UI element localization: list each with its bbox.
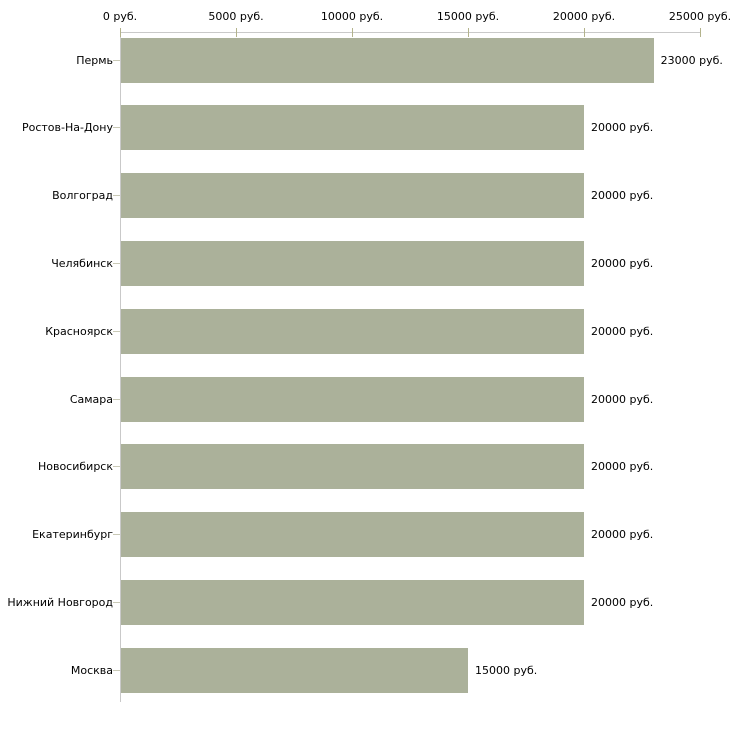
value-label: 15000 руб. bbox=[475, 663, 538, 677]
category-label: Екатеринбург bbox=[32, 528, 113, 542]
bar-row: Ростов-На-Дону 20000 руб. bbox=[0, 105, 730, 151]
value-label: 20000 руб. bbox=[591, 595, 654, 609]
bar-row: Екатеринбург 20000 руб. bbox=[0, 512, 730, 558]
x-axis-line bbox=[120, 32, 701, 33]
y-axis-tick bbox=[113, 601, 120, 603]
category-label: Москва bbox=[70, 663, 113, 677]
value-label: 20000 руб. bbox=[591, 528, 654, 542]
x-axis-tick-label: 10000 руб. bbox=[320, 10, 384, 23]
value-label: 20000 руб. bbox=[591, 460, 654, 474]
bar-row: Пермь 23000 руб. bbox=[0, 37, 730, 83]
category-label: Пермь bbox=[76, 53, 113, 67]
category-label: Волгоград bbox=[52, 189, 113, 203]
x-axis-tick-label: 25000 руб. bbox=[668, 10, 730, 23]
bar-row: Волгоград 20000 руб. bbox=[0, 173, 730, 219]
value-label: 20000 руб. bbox=[591, 324, 654, 338]
bar bbox=[121, 37, 654, 83]
x-axis-tick-label: 20000 руб. bbox=[552, 10, 616, 23]
bar-row: Москва 15000 руб. bbox=[0, 647, 730, 693]
x-axis-tick bbox=[120, 28, 121, 37]
x-axis-tick-label: 5000 руб. bbox=[208, 10, 264, 23]
x-axis-tick-label: 0 руб. bbox=[102, 10, 138, 23]
y-axis-tick bbox=[113, 195, 120, 197]
y-axis-tick bbox=[113, 398, 120, 400]
x-axis-tick-label: 15000 руб. bbox=[436, 10, 500, 23]
category-label: Нижний Новгород bbox=[7, 595, 113, 609]
category-label: Ростов-На-Дону bbox=[21, 121, 113, 135]
value-label: 20000 руб. bbox=[591, 121, 654, 135]
y-axis-tick bbox=[113, 127, 120, 129]
bar-row: Челябинск 20000 руб. bbox=[0, 240, 730, 286]
bar bbox=[121, 647, 468, 693]
bar bbox=[121, 444, 584, 490]
y-axis-tick bbox=[113, 669, 120, 671]
bar bbox=[121, 240, 584, 286]
category-label: Самара bbox=[69, 392, 113, 406]
x-axis-tick bbox=[352, 28, 353, 37]
value-label: 23000 руб. bbox=[660, 53, 723, 67]
bar-row: Новосибирск 20000 руб. bbox=[0, 444, 730, 490]
value-label: 20000 руб. bbox=[591, 392, 654, 406]
x-axis-tick bbox=[584, 28, 585, 37]
y-axis-line bbox=[120, 32, 121, 702]
value-label: 20000 руб. bbox=[591, 189, 654, 203]
x-axis-tick bbox=[236, 28, 237, 37]
x-axis-tick bbox=[468, 28, 469, 37]
bar bbox=[121, 173, 584, 219]
y-axis-tick bbox=[113, 466, 120, 468]
bar bbox=[121, 376, 584, 422]
x-axis-tick bbox=[700, 28, 701, 37]
y-axis-tick bbox=[113, 262, 120, 264]
category-label: Новосибирск bbox=[37, 460, 113, 474]
bar-row: Нижний Новгород 20000 руб. bbox=[0, 579, 730, 625]
bar-row: Красноярск 20000 руб. bbox=[0, 308, 730, 354]
y-axis-tick bbox=[113, 534, 120, 536]
bar bbox=[121, 105, 584, 151]
bar bbox=[121, 512, 584, 558]
value-label: 20000 руб. bbox=[591, 256, 654, 270]
bar bbox=[121, 308, 584, 354]
category-label: Челябинск bbox=[51, 256, 113, 270]
bar bbox=[121, 579, 584, 625]
y-axis-tick bbox=[113, 330, 120, 332]
category-label: Красноярск bbox=[45, 324, 113, 338]
y-axis-tick bbox=[113, 59, 120, 61]
bar-row: Самара 20000 руб. bbox=[0, 376, 730, 422]
